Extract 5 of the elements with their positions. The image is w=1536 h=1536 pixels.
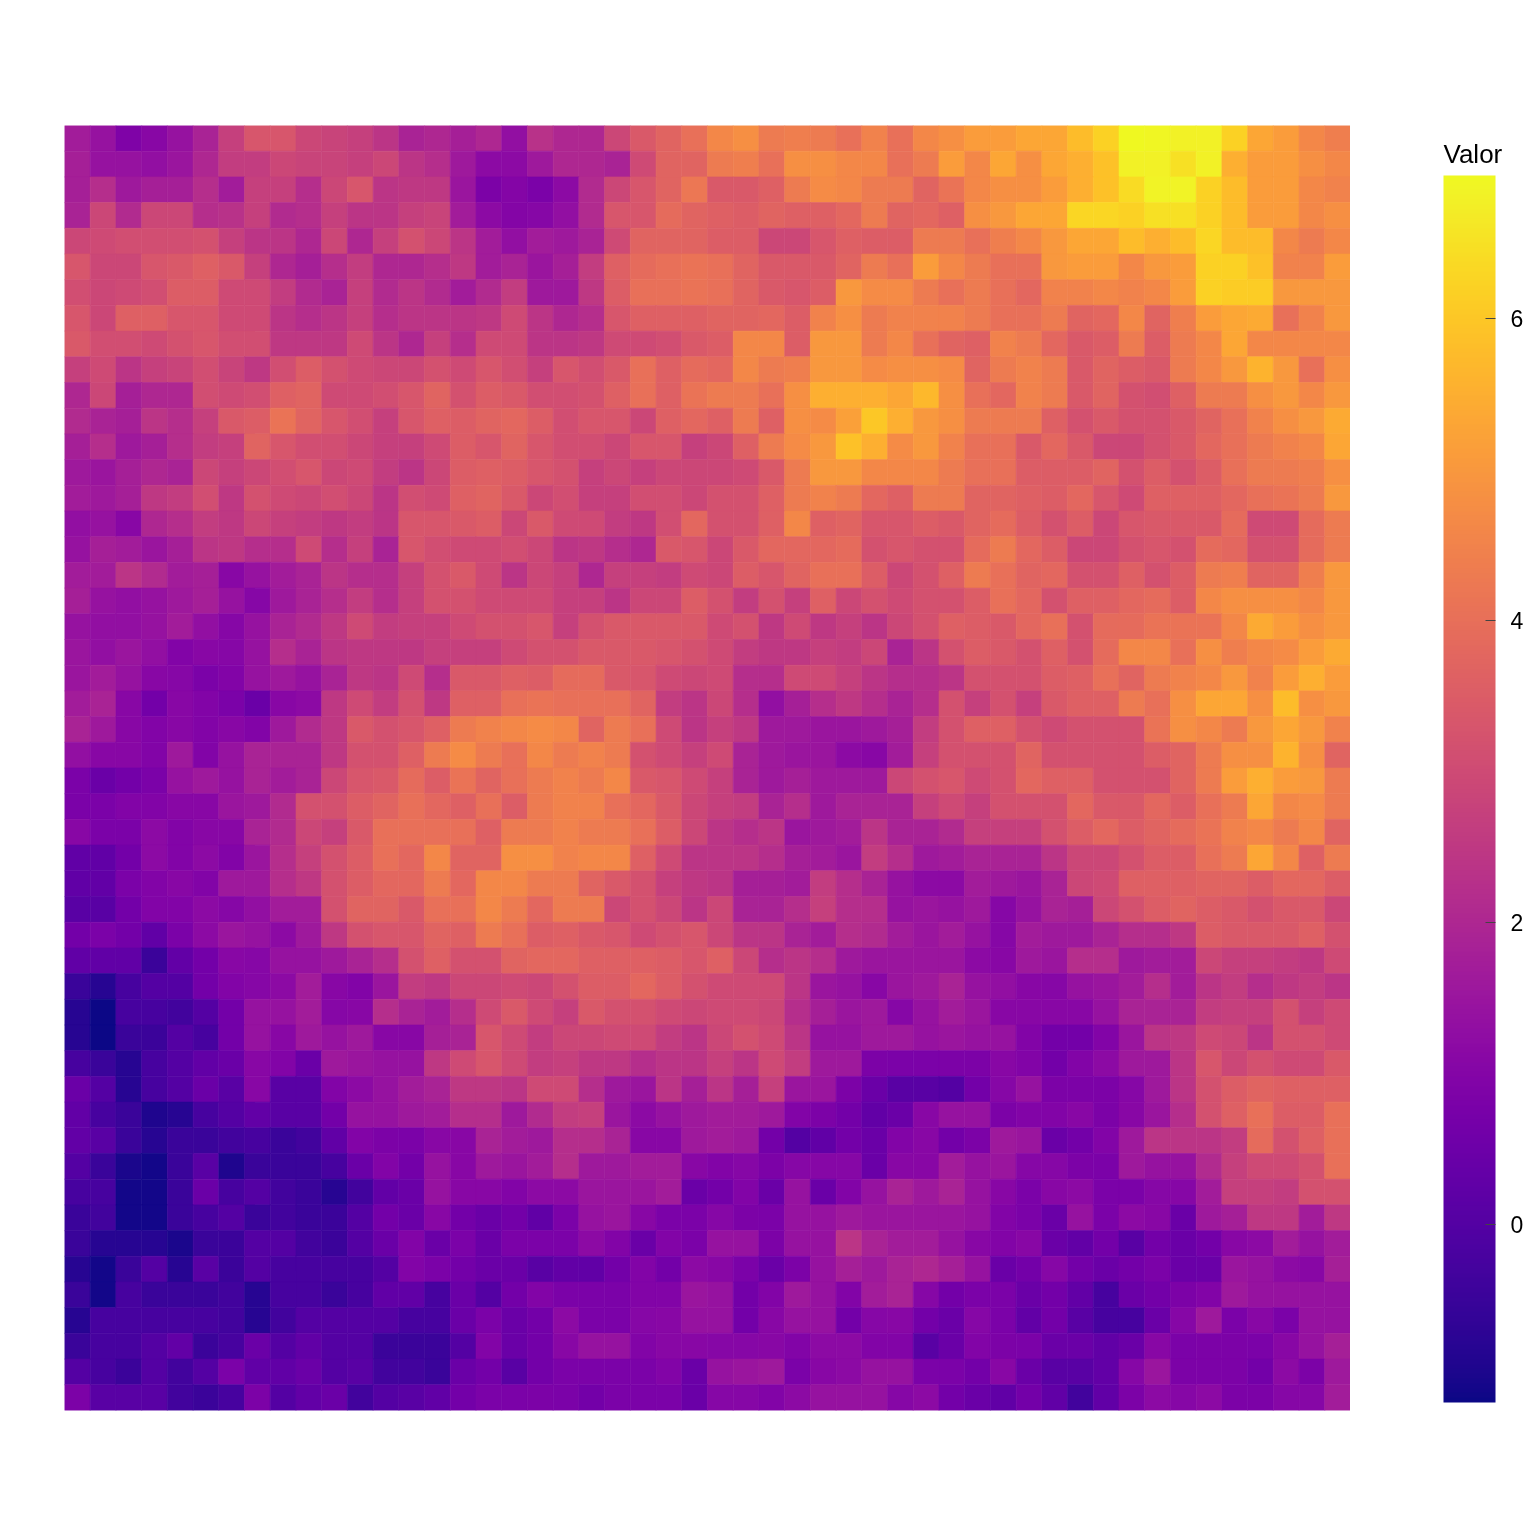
color-bar-label: 4 bbox=[1510, 608, 1524, 635]
color-bar-label: 0 bbox=[1510, 1211, 1524, 1238]
color-bar-label: 6 bbox=[1510, 306, 1524, 333]
color-bar-label: 2 bbox=[1510, 910, 1524, 937]
color-bar-title: Valor bbox=[1443, 138, 1503, 169]
